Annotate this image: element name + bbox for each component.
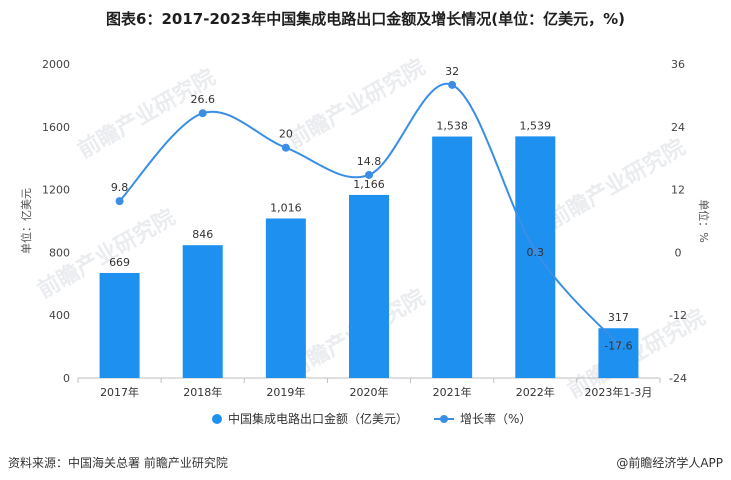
bar-value-label: 1,539	[520, 119, 552, 132]
growth-point	[281, 143, 290, 152]
growth-point-label: 26.6	[190, 93, 215, 106]
left-y-tick-label: 2000	[42, 58, 70, 71]
left-y-axis-title: 单位：亿美元	[19, 188, 33, 254]
legend-line-dot	[440, 415, 448, 423]
bar-value-label: 1,166	[353, 178, 385, 191]
growth-point	[198, 109, 207, 118]
right-y-axis-title: 单位：%	[697, 199, 711, 242]
source-note: 资料来源：中国海关总署 前瞻产业研究院	[8, 456, 228, 470]
app-brand: @前瞻经济学人APP	[616, 456, 723, 470]
bar	[99, 272, 140, 378]
watermark-text: 前瞻产业研究院	[283, 54, 429, 154]
x-tick-label: 2020年	[350, 385, 389, 399]
growth-point-label: 32	[445, 65, 459, 78]
growth-point	[531, 246, 540, 255]
left-y-tick-label: 1600	[42, 121, 70, 134]
legend-bar-label: 中国集成电路出口金额（亿美元）	[228, 411, 408, 426]
x-tick-label: 2021年	[433, 385, 472, 399]
bar	[432, 136, 473, 378]
bar	[598, 328, 639, 378]
bar-value-label: 1,538	[436, 120, 468, 133]
legend: 中国集成电路出口金额（亿美元） 增长率（%）	[212, 411, 531, 426]
right-y-tick-label: 36	[671, 58, 685, 71]
growth-point	[614, 340, 623, 349]
x-tick-label: 2019年	[266, 385, 305, 399]
x-tick-label: 2017年	[100, 385, 139, 399]
left-y-tick-label: 400	[49, 309, 70, 322]
growth-point	[448, 80, 457, 89]
growth-point-label: 0.3	[527, 246, 545, 259]
right-y-tick-label: 24	[671, 121, 685, 134]
growth-line: 9.8 26.6 20 14.8 32 0.3 -17.6	[111, 65, 633, 353]
bar	[349, 194, 389, 378]
growth-point-label: 9.8	[111, 181, 129, 194]
x-tick-label: 2023年1-3月	[584, 385, 652, 399]
watermark-text: 前瞻产业研究院	[73, 64, 219, 164]
bar	[265, 218, 306, 378]
right-y-tick-label: -12	[669, 309, 687, 322]
watermark-text: 前瞻产业研究院	[543, 134, 689, 234]
growth-point-label: 14.8	[357, 155, 382, 168]
left-y-tick-label: 800	[49, 246, 70, 259]
right-y-tick-label: 0	[675, 246, 682, 259]
x-tick-label: 2022年	[516, 385, 555, 399]
legend-line-label: 增长率（%）	[460, 411, 531, 426]
bar-value-label: 1,016	[270, 201, 302, 214]
growth-point-label: -17.6	[604, 340, 632, 353]
right-y-tick-label: 12	[671, 184, 685, 197]
chart-title: 图表6：2017-2023年中国集成电路出口金额及增长情况(单位：亿美元，%)	[106, 10, 625, 28]
left-y-tick-label: 1200	[42, 184, 70, 197]
right-y-tick-label: -24	[669, 372, 687, 385]
growth-point	[115, 197, 124, 206]
left-y-tick-label: 0	[63, 372, 70, 385]
x-tick-label: 2018年	[183, 385, 222, 399]
bar	[182, 245, 223, 378]
bar	[515, 136, 556, 378]
bar-value-label: 846	[192, 228, 213, 241]
growth-point-label: 20	[279, 128, 293, 141]
bar-value-label: 669	[109, 256, 130, 269]
bar-value-label: 317	[608, 311, 629, 324]
growth-point	[365, 170, 373, 179]
legend-bar-marker	[212, 414, 222, 424]
bars: 669 846 1,016 1,166 1,538 1,539 317	[99, 119, 639, 378]
